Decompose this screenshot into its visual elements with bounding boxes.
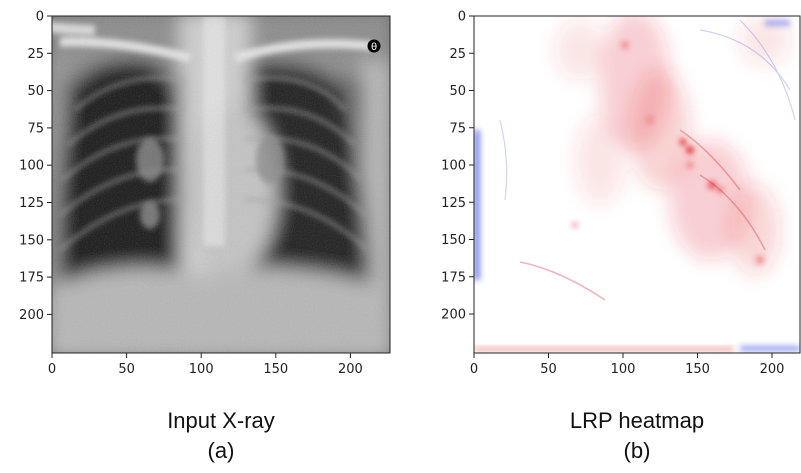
x-tick-label: 50 bbox=[540, 362, 557, 377]
y-tick-label: 150 bbox=[441, 233, 466, 248]
caption-a-label: (a) bbox=[207, 438, 235, 463]
x-tick-label: 150 bbox=[263, 362, 288, 377]
caption-b: LRP heatmap (b) bbox=[474, 406, 800, 466]
y-tick-label: 0 bbox=[458, 10, 466, 25]
x-tick-label: 0 bbox=[48, 362, 56, 377]
y-tick-label: 50 bbox=[27, 84, 44, 99]
y-tick-label: 125 bbox=[19, 196, 44, 211]
x-tick-label: 100 bbox=[611, 362, 636, 377]
axes-a: 0 50 100 150 200 0 25 50 75 100 125 150 175 200 bbox=[19, 10, 363, 378]
y-tick-label: 200 bbox=[441, 308, 466, 323]
figure-canvas: θ bbox=[19, 10, 801, 378]
y-tick-label: 25 bbox=[449, 47, 466, 62]
y-tick-label: 100 bbox=[19, 159, 44, 174]
y-tick-label: 175 bbox=[441, 270, 466, 285]
caption-b-title: LRP heatmap bbox=[569, 408, 705, 433]
heatmap-frame bbox=[473, 15, 801, 354]
caption-a-title: Input X-ray bbox=[167, 408, 275, 433]
x-tick-label: 200 bbox=[338, 362, 363, 377]
y-tick-label: 75 bbox=[27, 121, 44, 136]
lrp-heatmap-image bbox=[474, 16, 800, 353]
y-tick-label: 0 bbox=[36, 10, 44, 25]
y-tick-label: 75 bbox=[449, 121, 466, 136]
xray-frame bbox=[51, 15, 391, 354]
x-tick-label: 200 bbox=[760, 362, 785, 377]
corner-marker: θ bbox=[371, 42, 377, 53]
y-tick-label: 100 bbox=[441, 159, 466, 174]
x-tick-label: 150 bbox=[685, 362, 710, 377]
caption-b-label: (b) bbox=[623, 438, 651, 463]
y-tick-label: 200 bbox=[19, 308, 44, 323]
x-tick-label: 50 bbox=[118, 362, 135, 377]
y-tick-label: 50 bbox=[449, 84, 466, 99]
y-tick-label: 150 bbox=[19, 233, 44, 248]
y-tick-label: 25 bbox=[27, 47, 44, 62]
y-tick-label: 125 bbox=[441, 196, 466, 211]
chest-xray-image: θ bbox=[52, 16, 390, 353]
x-tick-label: 100 bbox=[189, 362, 214, 377]
caption-a: Input X-ray (a) bbox=[52, 406, 390, 466]
x-tick-label: 0 bbox=[470, 362, 478, 377]
y-tick-label: 175 bbox=[19, 271, 44, 286]
axes-b: 0 50 100 150 200 0 25 50 75 100 125 150 175 200 bbox=[441, 10, 784, 378]
